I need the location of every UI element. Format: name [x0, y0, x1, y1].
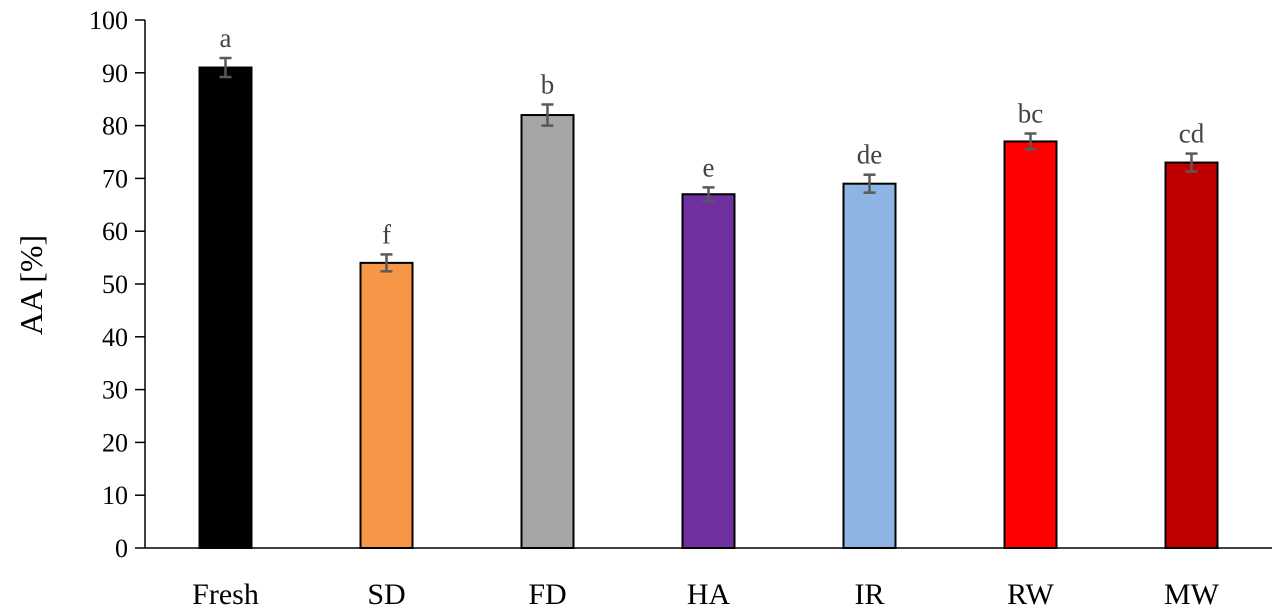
y-tick-label: 70 [102, 164, 128, 193]
y-tick-label: 100 [89, 6, 128, 35]
bar-mw [1164, 161, 1219, 549]
y-tick-label: 20 [102, 428, 128, 457]
x-category-label: HA [687, 578, 731, 611]
y-axis-title: AA [%] [13, 235, 49, 335]
significance-labels: a f b e de bc cd [220, 23, 1205, 249]
y-tick-label: 40 [102, 323, 128, 352]
x-category-label: SD [367, 578, 405, 611]
bar-ir [842, 182, 897, 549]
bar-fd [520, 114, 575, 549]
y-tick-label: 60 [102, 217, 128, 246]
x-category-label: IR [855, 578, 885, 611]
bar-ha [681, 193, 736, 550]
bars [198, 66, 1219, 550]
y-tick-label: 10 [102, 481, 128, 510]
y-axis-title-group: AA [%] [13, 235, 49, 335]
x-category-label: Fresh [192, 578, 259, 611]
significance-label: bc [1018, 99, 1044, 129]
x-category-label: RW [1007, 578, 1054, 611]
y-tick-label: 0 [115, 534, 128, 563]
y-tick-label: 50 [102, 270, 128, 299]
y-tick-label: 30 [102, 376, 128, 405]
error-bars [219, 56, 1198, 273]
significance-label: b [541, 69, 555, 99]
y-tick-label: 80 [102, 112, 128, 141]
bar-fresh [198, 66, 253, 550]
y-tick-label: 90 [102, 59, 128, 88]
significance-label: a [220, 23, 232, 53]
significance-label: f [382, 219, 391, 249]
significance-label: e [703, 152, 715, 182]
significance-label: cd [1179, 119, 1205, 149]
y-axis-ticks: 0 10 20 30 40 50 60 70 80 90 100 [89, 6, 145, 563]
significance-label: de [857, 140, 883, 170]
bar-rw [1003, 140, 1058, 549]
x-category-label: MW [1164, 578, 1220, 611]
x-category-label: FD [528, 578, 566, 611]
axes [144, 20, 1272, 549]
x-axis-labels: Fresh SD FD HA IR RW MW [192, 578, 1220, 611]
bar-sd [359, 261, 414, 549]
